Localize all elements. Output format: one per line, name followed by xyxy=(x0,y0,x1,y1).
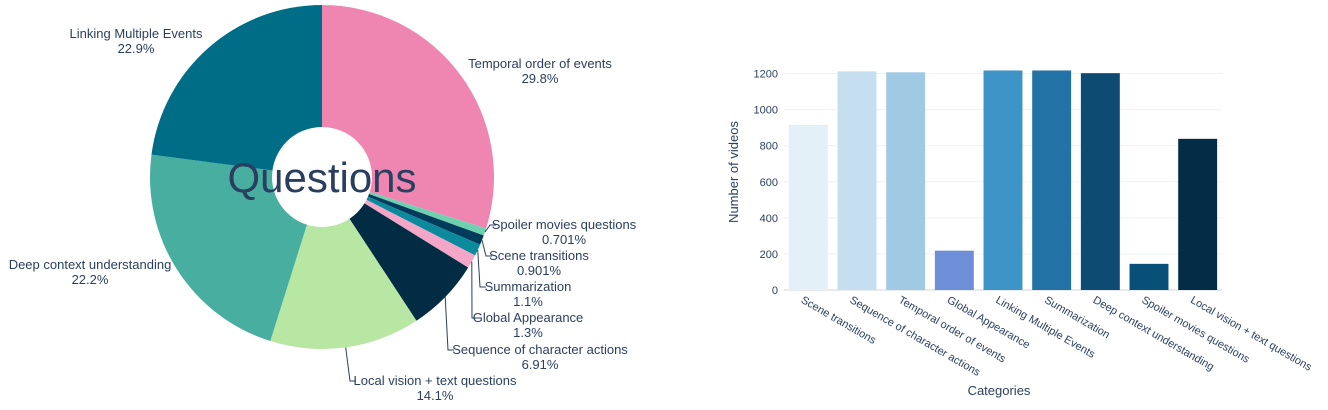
pie-percent-label: 6.91% xyxy=(522,357,559,372)
pie-percent-label: 14.1% xyxy=(417,388,454,403)
y-axis-title: Number of videos xyxy=(726,121,741,223)
pie-label-temporal-order-of-events: Temporal order of events xyxy=(468,56,612,71)
bar-local-vision-text-questions xyxy=(1178,138,1218,290)
pie-leader-line xyxy=(481,239,492,257)
bar-scene-transitions xyxy=(788,124,828,290)
pie-percent-label: 0.901% xyxy=(517,263,562,278)
y-tick-label: 1000 xyxy=(754,105,778,117)
bar-sequence-of-character-actions xyxy=(837,71,877,290)
pie-label-linking-multiple-events: Linking Multiple Events xyxy=(70,26,203,41)
pie-label-global-appearance: Global Appearance xyxy=(473,310,584,325)
pie-label-summarization: Summarization xyxy=(485,279,572,294)
pie-percent-label: 22.2% xyxy=(72,272,109,287)
pie-leader-line xyxy=(444,296,454,351)
pie-center-text: Questions xyxy=(227,154,416,201)
pie-hole xyxy=(272,127,372,227)
pie-percent-label: 1.3% xyxy=(513,325,543,340)
bar-global-appearance xyxy=(934,250,974,290)
bar-spoiler-movies-questions xyxy=(1129,263,1169,290)
bar-temporal-order-of-events xyxy=(886,72,926,291)
pie-slice-local-vision-text-questions xyxy=(270,177,417,349)
pie-label-scene-transitions: Scene transitions xyxy=(489,248,589,263)
pie-slice-linking-multiple-events xyxy=(151,5,322,177)
pie-label-sequence-of-character-actions: Sequence of character actions xyxy=(452,342,628,357)
y-tick-label: 0 xyxy=(772,285,778,297)
pie-label-deep-context-understanding: Deep context understanding xyxy=(9,257,172,272)
bar-linking-multiple-events xyxy=(983,70,1023,291)
pie-percent-label: 22.9% xyxy=(118,41,155,56)
x-axis-title: Categories xyxy=(968,383,1031,398)
pie-percent-label: 0.701% xyxy=(542,232,587,247)
pie-leader-line xyxy=(484,224,496,233)
bar-summarization xyxy=(1032,70,1072,291)
pie-slice-sequence-of-character-actions xyxy=(322,177,469,321)
pie-label-spoiler-movies-questions: Spoiler movies questions xyxy=(492,217,637,232)
pie-percent-label: 1.1% xyxy=(513,294,543,309)
pie-percent-label: 29.8% xyxy=(522,71,559,86)
pie-leader-line xyxy=(471,261,478,319)
y-tick-label: 1200 xyxy=(754,69,778,81)
y-tick-label: 400 xyxy=(760,213,778,225)
pie-leader-line xyxy=(345,347,356,382)
pie-label-local-vision-text-questions: Local vision + text questions xyxy=(354,373,517,388)
y-tick-label: 200 xyxy=(760,249,778,261)
bar-deep-context-understanding xyxy=(1080,73,1120,290)
y-tick-label: 600 xyxy=(760,177,778,189)
y-tick-label: 800 xyxy=(760,141,778,153)
pie-leader-line xyxy=(477,249,486,288)
